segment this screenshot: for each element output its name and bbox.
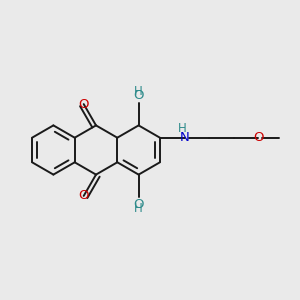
Text: O: O [78, 189, 89, 203]
Text: H: H [134, 85, 143, 98]
Text: O: O [134, 198, 144, 211]
Text: O: O [134, 89, 144, 102]
Text: H: H [134, 202, 143, 214]
Text: N: N [180, 131, 189, 144]
Text: H: H [178, 122, 187, 135]
Text: O: O [253, 131, 264, 144]
Text: O: O [79, 98, 89, 111]
